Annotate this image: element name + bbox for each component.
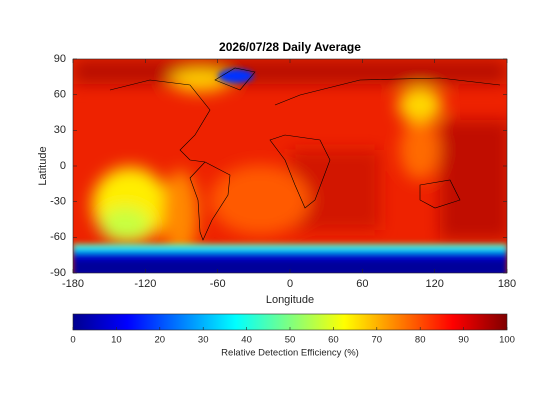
x-tick-label: -180 [62, 278, 84, 290]
y-tick-label: -30 [50, 196, 66, 208]
x-tick-label: -60 [210, 278, 226, 290]
colorbar-label: Relative Detection Efficiency (%) [221, 348, 359, 359]
y-tick-label: 30 [54, 124, 66, 136]
colorbar-tick-label: 90 [458, 335, 469, 346]
x-tick-label: -120 [134, 278, 156, 290]
x-axis-label: Longitude [266, 294, 314, 306]
y-tick-label: -90 [50, 267, 66, 279]
colorbar-tick-label: 60 [328, 335, 339, 346]
y-axis-label: Latitude [37, 146, 49, 185]
colorbar-tick-label: 80 [415, 335, 426, 346]
y-tick-label: 0 [60, 160, 66, 172]
colorbar-tick-label: 40 [241, 335, 252, 346]
chart-title: 2026/07/28 Daily Average [219, 40, 361, 54]
colorbar-tick-label: 100 [499, 335, 515, 346]
colorbar-tick-label: 0 [70, 335, 75, 346]
x-tick-label: 120 [425, 278, 443, 290]
colorbar-tick-label: 50 [285, 335, 296, 346]
x-tick-label: 60 [356, 278, 368, 290]
x-tick-label: 180 [498, 278, 516, 290]
colorbar-tick-label: 10 [111, 335, 122, 346]
colorbar-tick-label: 30 [198, 335, 209, 346]
colorbar-tick-label: 70 [372, 335, 383, 346]
x-tick-label: 0 [287, 278, 293, 290]
colorbar-tick-label: 20 [155, 335, 166, 346]
heat-field [73, 59, 507, 273]
y-tick-label: -60 [50, 231, 66, 243]
y-tick-label: 60 [54, 89, 66, 101]
y-tick-label: 90 [54, 53, 66, 65]
